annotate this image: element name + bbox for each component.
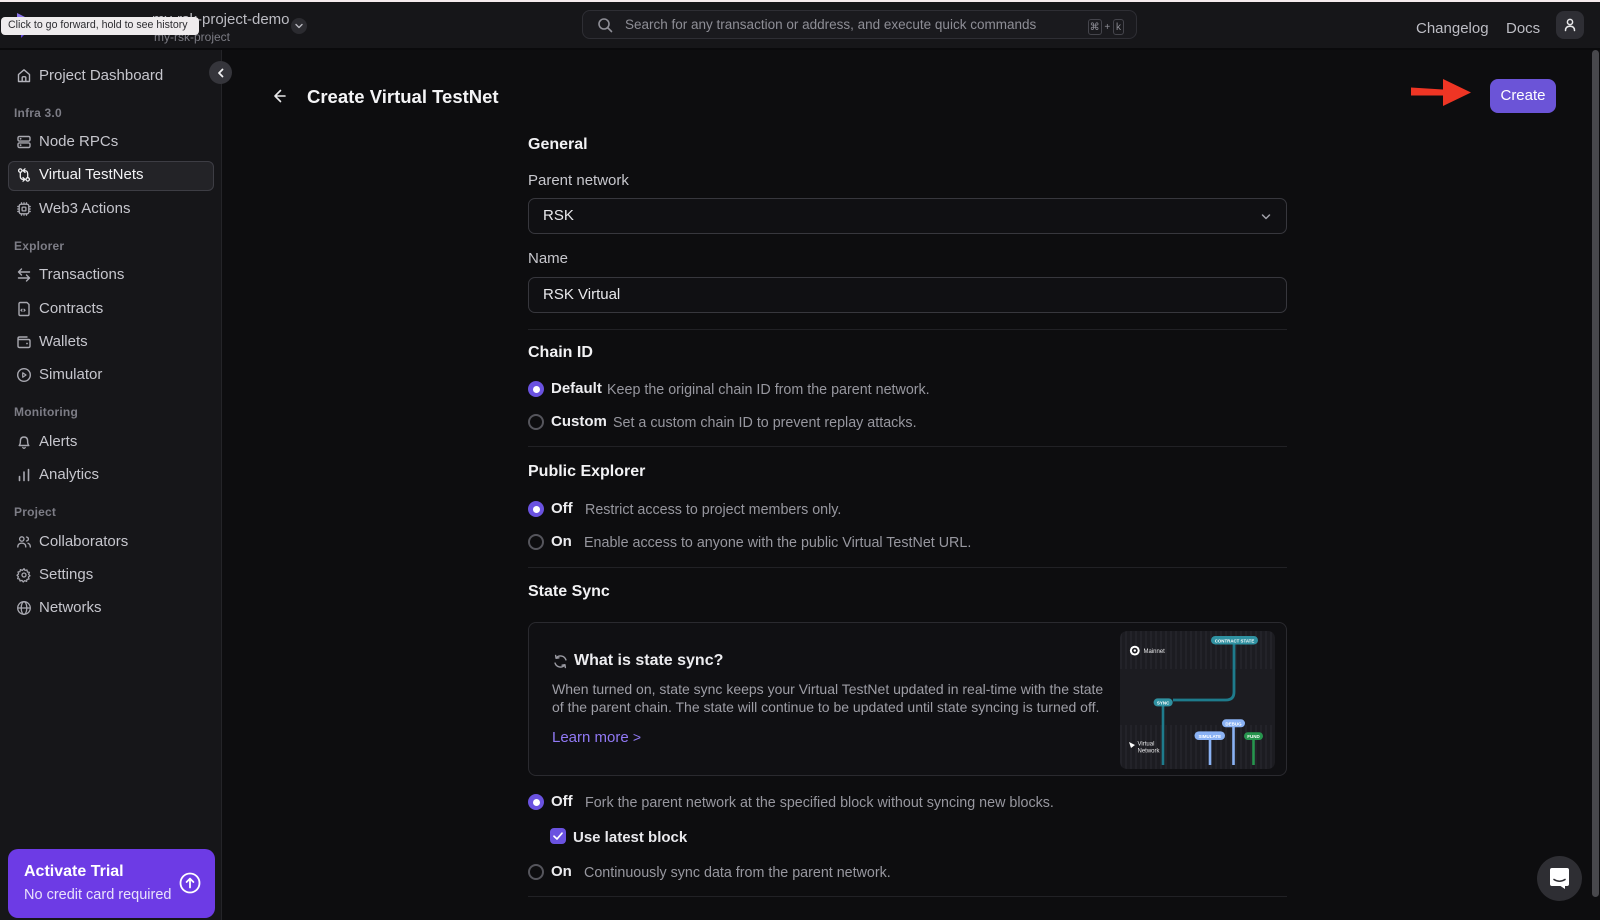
svg-text:DEBUG: DEBUG [1225,721,1242,726]
svg-text:FUND: FUND [1247,734,1260,739]
svg-text:SIMULATE: SIMULATE [1198,734,1221,739]
svg-text:Mainnet: Mainnet [1144,649,1166,655]
svg-text:Network: Network [1138,749,1161,755]
svg-text:Virtual: Virtual [1138,742,1155,748]
svg-text:SYNC: SYNC [1157,701,1170,706]
svg-text:CONTRACT STATE: CONTRACT STATE [1215,639,1255,644]
